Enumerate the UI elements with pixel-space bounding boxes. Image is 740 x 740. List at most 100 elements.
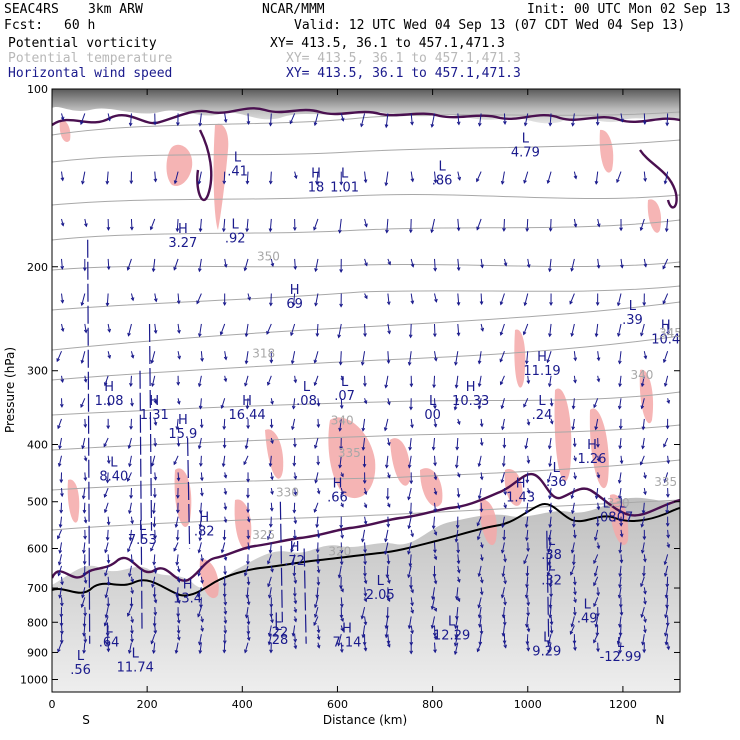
- wind-arrow: [270, 113, 272, 126]
- wind-extremum-value: .86: [432, 173, 453, 188]
- wind-arrow: [130, 625, 133, 634]
- wind-arrow-head: [152, 494, 157, 499]
- theta-line: [52, 424, 680, 451]
- wind-arrow-head: [523, 560, 527, 565]
- wind-extremum: H1.08: [95, 380, 124, 409]
- wind-extremum-value: 7.14: [332, 636, 361, 651]
- wind-arrow: [456, 437, 459, 450]
- wind-arrow: [618, 587, 622, 598]
- wind-arrow-head: [80, 403, 84, 408]
- wind-arrow: [434, 258, 436, 271]
- wind-min-marker: L: [629, 299, 637, 314]
- wind-arrow-head: [593, 560, 597, 565]
- wind-arrow-head: [223, 356, 228, 361]
- wind-arrow: [410, 625, 413, 634]
- wind-arrow-head: [432, 573, 437, 578]
- wind-arrow: [664, 554, 669, 565]
- wind-arrow-head: [246, 535, 251, 540]
- wind-arrow-head: [220, 549, 225, 554]
- wind-arrow: [387, 398, 390, 405]
- wind-arrow: [501, 516, 505, 528]
- wind-arrow-head: [643, 491, 647, 496]
- field-theta-xy: XY= 413.5, 36.1 to 457.1,471.3: [286, 51, 521, 66]
- wind-arrow: [151, 633, 156, 644]
- wind-extremum-value: .92: [225, 232, 246, 247]
- wind-arrow: [199, 529, 202, 541]
- wind-arrow-head: [58, 549, 63, 554]
- wind-extremum-value: .82: [194, 524, 215, 539]
- wind-max-marker: H: [149, 394, 159, 409]
- pv-patch: [420, 468, 443, 507]
- wind-arrow: [457, 171, 461, 180]
- theta-contour-label: 335: [338, 446, 361, 460]
- wind-arrow-head: [104, 594, 109, 599]
- wind-arrow-head: [83, 639, 88, 644]
- wind-arrow-head: [153, 599, 158, 604]
- wind-arrow-head: [433, 556, 438, 561]
- wind-arrow-head: [340, 627, 345, 632]
- wind-arrow-head: [340, 618, 344, 623]
- wind-arrow: [665, 606, 669, 618]
- wind-arrow-head: [618, 649, 623, 654]
- wind-arrow-head: [363, 647, 368, 652]
- wind-arrow: [340, 398, 343, 409]
- wind-arrow-head: [572, 523, 576, 528]
- wind-arrow-head: [127, 548, 131, 553]
- wind-arrow-head: [60, 116, 65, 121]
- wind-extremum-value: 7.53: [128, 533, 157, 548]
- wind-arrow-head: [293, 609, 298, 614]
- wind-arrow: [247, 542, 250, 550]
- wind-arrow-head: [105, 302, 110, 307]
- wind-arrow-head: [407, 525, 412, 530]
- wind-arrow: [434, 171, 437, 183]
- wind-arrow: [571, 542, 575, 553]
- wind-arrow-head: [313, 508, 318, 513]
- wind-arrow: [220, 323, 226, 335]
- wind-arrow-head: [339, 561, 344, 566]
- wind-arrow-head: [59, 509, 64, 514]
- wind-arrow-head: [153, 535, 157, 540]
- wind-arrow-head: [337, 574, 342, 579]
- wind-arrow-head: [524, 594, 529, 599]
- wind-arrow-head: [57, 648, 61, 653]
- wind-arrow-head: [643, 178, 647, 183]
- wind-arrow: [573, 171, 577, 179]
- wind-arrow: [198, 323, 202, 337]
- wind-arrow-head: [153, 178, 158, 183]
- wind-arrow-head: [130, 520, 134, 525]
- pv-patch: [479, 499, 497, 546]
- wind-arrow: [387, 323, 391, 334]
- wind-arrow: [81, 597, 86, 608]
- wind-arrow-head: [129, 180, 134, 185]
- wind-arrow-head: [60, 328, 65, 333]
- wind-arrow-head: [522, 331, 527, 336]
- wind-arrow-head: [524, 524, 529, 529]
- wind-arrow-head: [198, 650, 203, 655]
- wind-arrow-head: [247, 296, 251, 301]
- wind-arrow: [107, 323, 111, 332]
- wind-arrow: [313, 218, 319, 230]
- wind-arrow-head: [360, 361, 365, 366]
- wind-arrow-head: [130, 402, 134, 407]
- wind-arrow: [82, 487, 86, 499]
- x-tick-label: 1200: [609, 698, 637, 711]
- wind-arrow-head: [548, 604, 553, 609]
- wind-arrow: [198, 171, 202, 184]
- wind-arrow: [127, 472, 132, 482]
- wind-arrow-head: [502, 621, 507, 626]
- wind-arrow: [314, 351, 319, 363]
- wind-arrow-head: [129, 383, 133, 387]
- wind-arrow: [665, 634, 669, 645]
- wind-arrow-head: [270, 400, 274, 405]
- wind-arrow: [385, 375, 389, 388]
- wind-arrow: [385, 113, 389, 128]
- wind-arrow: [526, 576, 529, 588]
- wind-arrow-head: [433, 476, 438, 481]
- wind-arrow-head: [106, 425, 111, 430]
- wind-arrow-head: [433, 649, 437, 654]
- wind-arrow-head: [410, 178, 415, 183]
- wind-arrow: [247, 576, 250, 585]
- wind-arrow: [59, 587, 63, 598]
- wind-arrow: [154, 323, 157, 334]
- wind-arrow-head: [433, 179, 438, 184]
